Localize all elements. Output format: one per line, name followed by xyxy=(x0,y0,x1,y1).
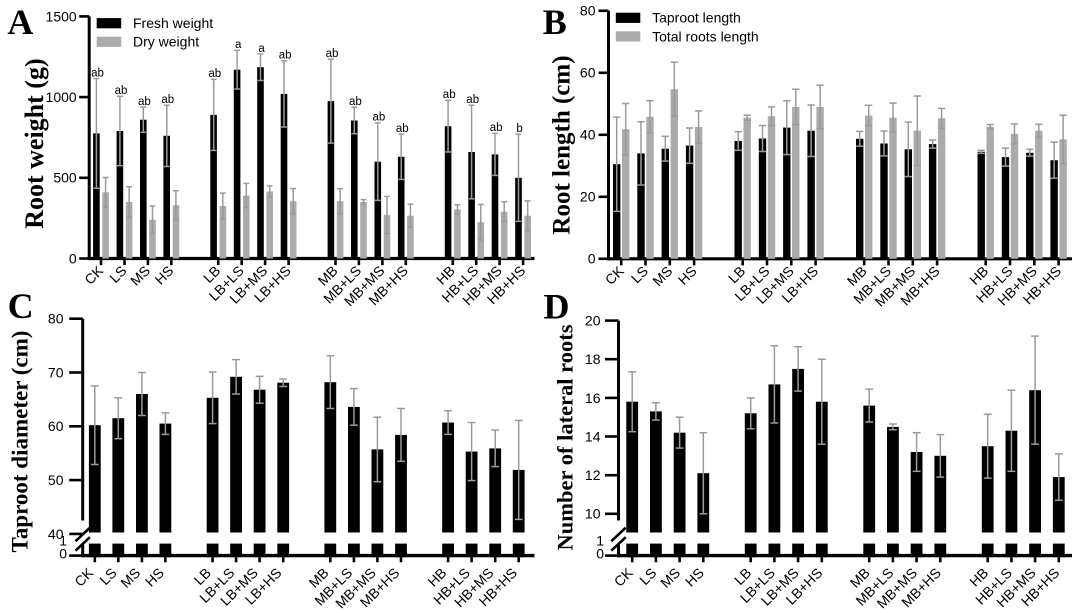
svg-text:1000: 1000 xyxy=(46,89,77,105)
svg-text:Taproot length: Taproot length xyxy=(652,10,741,26)
svg-text:A: A xyxy=(7,2,33,42)
svg-text:b: b xyxy=(516,123,522,135)
svg-text:ab: ab xyxy=(443,89,456,101)
svg-text:Total roots length: Total roots length xyxy=(652,28,759,44)
svg-text:a: a xyxy=(258,43,265,55)
svg-text:80: 80 xyxy=(580,3,596,19)
svg-text:ab: ab xyxy=(326,48,339,60)
svg-text:12: 12 xyxy=(585,467,601,483)
svg-text:ab: ab xyxy=(490,122,503,134)
svg-text:ab: ab xyxy=(373,112,386,124)
svg-text:0: 0 xyxy=(69,250,77,266)
svg-text:ab: ab xyxy=(466,94,479,106)
svg-text:ab: ab xyxy=(208,68,221,80)
svg-text:1500: 1500 xyxy=(46,8,77,24)
svg-text:Dry weight: Dry weight xyxy=(133,34,199,50)
svg-text:10: 10 xyxy=(585,506,601,522)
svg-text:a: a xyxy=(235,39,242,51)
svg-text:ab: ab xyxy=(115,85,128,97)
svg-text:40: 40 xyxy=(580,127,596,143)
svg-text:18: 18 xyxy=(585,351,601,367)
svg-text:Taproot diameter (cm): Taproot diameter (cm) xyxy=(8,331,33,553)
svg-text:70: 70 xyxy=(48,364,64,380)
svg-text:ab: ab xyxy=(161,94,174,106)
svg-text:D: D xyxy=(544,287,570,327)
svg-text:Root weight (g): Root weight (g) xyxy=(20,58,49,228)
svg-text:1: 1 xyxy=(596,533,604,549)
svg-text:ab: ab xyxy=(138,96,151,108)
svg-text:60: 60 xyxy=(48,418,64,434)
svg-text:16: 16 xyxy=(585,390,601,406)
svg-text:40: 40 xyxy=(48,526,64,542)
svg-text:50: 50 xyxy=(48,472,64,488)
svg-text:0: 0 xyxy=(59,546,67,562)
svg-text:1: 1 xyxy=(59,533,67,549)
svg-text:20: 20 xyxy=(580,189,596,205)
svg-text:500: 500 xyxy=(53,170,77,186)
svg-text:ab: ab xyxy=(91,67,104,79)
svg-text:0: 0 xyxy=(596,546,604,562)
svg-text:0: 0 xyxy=(588,251,596,267)
svg-text:Number of lateral roots: Number of lateral roots xyxy=(553,324,578,550)
svg-text:20: 20 xyxy=(585,313,601,329)
svg-text:ab: ab xyxy=(396,123,409,135)
svg-text:60: 60 xyxy=(580,65,596,81)
svg-text:ab: ab xyxy=(279,50,292,62)
svg-text:80: 80 xyxy=(48,311,64,327)
svg-text:C: C xyxy=(8,286,34,326)
svg-text:ab: ab xyxy=(349,96,362,108)
svg-text:B: B xyxy=(543,2,567,42)
svg-text:14: 14 xyxy=(585,428,601,444)
svg-text:Root length (cm): Root length (cm) xyxy=(549,55,576,234)
svg-text:Fresh weight: Fresh weight xyxy=(133,15,213,31)
